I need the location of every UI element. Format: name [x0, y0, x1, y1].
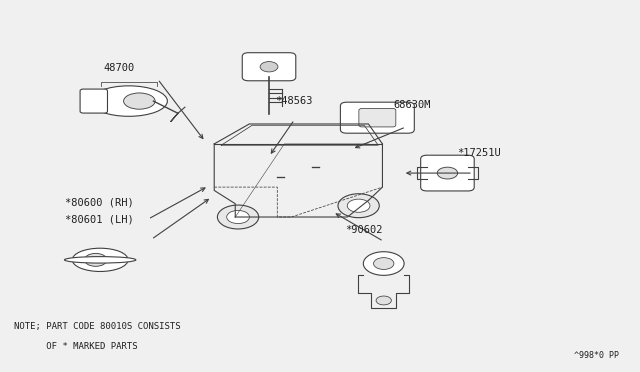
Circle shape: [218, 205, 259, 229]
Text: NOTE; PART CODE 80010S CONSISTS: NOTE; PART CODE 80010S CONSISTS: [14, 322, 180, 331]
Text: *48563: *48563: [275, 96, 313, 106]
FancyBboxPatch shape: [359, 109, 396, 127]
FancyBboxPatch shape: [340, 102, 414, 133]
Text: *80600 (RH): *80600 (RH): [65, 198, 134, 208]
Circle shape: [376, 296, 392, 305]
Circle shape: [260, 62, 278, 72]
Text: OF * MARKED PARTS: OF * MARKED PARTS: [14, 342, 138, 351]
Circle shape: [227, 211, 250, 224]
Ellipse shape: [65, 257, 136, 263]
Ellipse shape: [124, 93, 155, 109]
Text: 68630M: 68630M: [394, 100, 431, 110]
FancyBboxPatch shape: [80, 89, 108, 113]
Ellipse shape: [364, 252, 404, 275]
Text: 48700: 48700: [104, 63, 135, 73]
Ellipse shape: [72, 248, 128, 272]
Circle shape: [84, 253, 107, 266]
Text: *90602: *90602: [346, 225, 383, 235]
Text: ^998*0 PP: ^998*0 PP: [575, 351, 620, 360]
Circle shape: [348, 199, 370, 212]
Circle shape: [338, 194, 380, 218]
FancyBboxPatch shape: [243, 53, 296, 81]
Text: *17251U: *17251U: [457, 148, 500, 158]
Circle shape: [374, 258, 394, 269]
Ellipse shape: [90, 86, 168, 116]
Text: *80601 (LH): *80601 (LH): [65, 214, 134, 224]
FancyBboxPatch shape: [420, 155, 474, 191]
Circle shape: [437, 167, 458, 179]
